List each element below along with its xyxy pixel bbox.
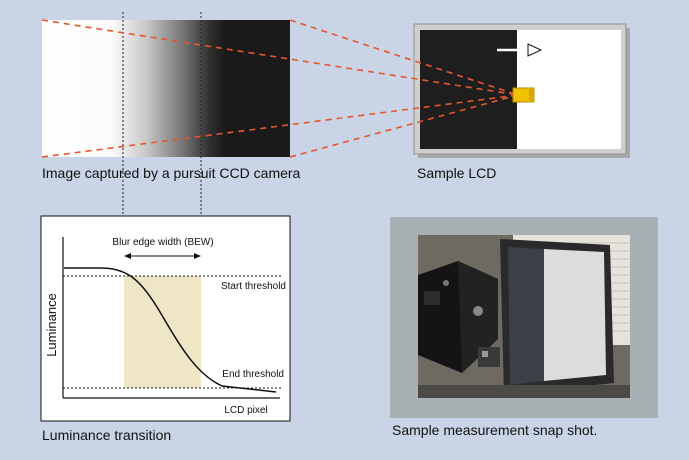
measurement-photo-panel (390, 217, 658, 418)
projection-lines (41, 19, 519, 158)
bew-region (124, 276, 201, 388)
camera-icon (512, 87, 535, 103)
snapshot-caption: Sample measurement snap shot. (392, 422, 598, 438)
end-threshold-label: End threshold (222, 369, 284, 380)
y-axis-label: Luminance (44, 293, 59, 357)
luminance-transition-caption: Luminance transition (42, 427, 172, 443)
x-axis-label: LCD pixel (224, 405, 267, 416)
start-threshold-label: Start threshold (221, 281, 286, 292)
luminance-curve (64, 267, 277, 393)
ccd-image (42, 20, 290, 157)
arrow-right-icon (497, 43, 543, 57)
ccd-image-caption: Image captured by a pursuit CCD camera (42, 165, 301, 181)
sample-lcd-caption: Sample LCD (417, 165, 497, 181)
measurement-photo (418, 235, 630, 398)
bew-label: Blur edge width (BEW) (112, 237, 213, 248)
bew-arrow (124, 253, 201, 259)
